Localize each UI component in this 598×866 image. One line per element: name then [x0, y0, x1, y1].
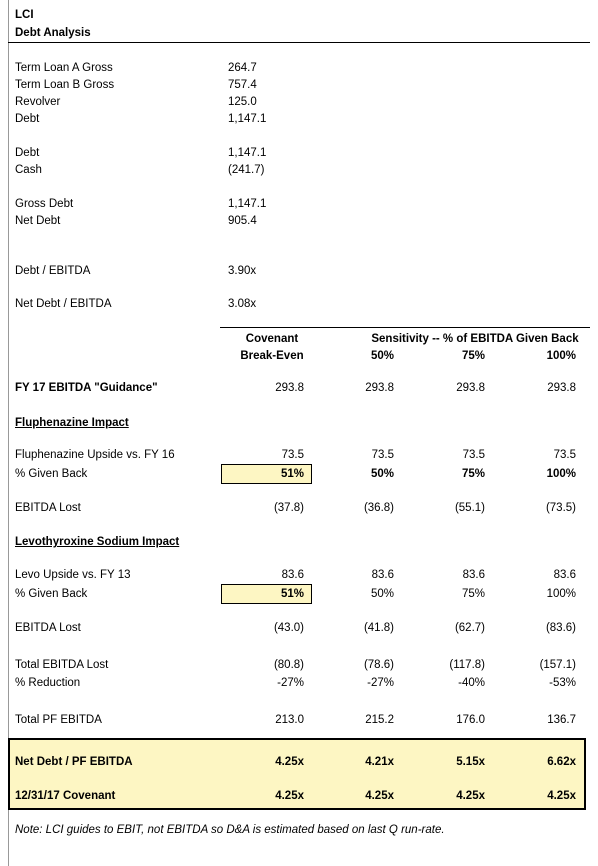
- section-title: Fluphenazine Impact: [15, 417, 129, 429]
- highlight-cell: [221, 584, 312, 604]
- title: Debt Analysis: [15, 27, 91, 39]
- summary-value: 4.25x: [365, 790, 394, 802]
- row-label: Cash: [15, 164, 42, 176]
- cell-value: 75%: [461, 588, 485, 600]
- cell-value: 100%: [546, 468, 576, 480]
- cell-value: 73.5: [553, 449, 576, 461]
- cell-value: (41.8): [363, 622, 394, 634]
- cell-value: 293.8: [456, 382, 485, 394]
- cell-value: 83.6: [371, 569, 394, 581]
- row-label: Total PF EBITDA: [15, 714, 102, 726]
- cell-value: 51%: [280, 468, 304, 480]
- cell-value: 83.6: [281, 569, 304, 581]
- row-label: Fluphenazine Upside vs. FY 16: [15, 449, 175, 461]
- row-value: 264.7: [228, 62, 257, 74]
- cell-value: (55.1): [454, 502, 485, 514]
- row-label: Levo Upside vs. FY 13: [15, 569, 131, 581]
- highlight-cell: [221, 464, 312, 484]
- row-label: Debt: [15, 147, 40, 159]
- cell-value: -27%: [277, 677, 304, 689]
- row-label: Debt: [15, 113, 40, 125]
- column-header: 50%: [370, 350, 394, 362]
- cell-value: (83.6): [545, 622, 576, 634]
- summary-label: Net Debt / PF EBITDA: [15, 756, 133, 768]
- cell-value: (73.5): [545, 502, 576, 514]
- row-label: % Reduction: [15, 677, 81, 689]
- column-header: Covenant: [245, 333, 299, 345]
- summary-value: 4.25x: [456, 790, 485, 802]
- cell-value: 50%: [370, 468, 394, 480]
- cell-value: (37.8): [273, 502, 304, 514]
- row-label: % Given Back: [15, 468, 88, 480]
- cell-value: (80.8): [273, 659, 304, 671]
- row-label: FY 17 EBITDA "Guidance": [15, 382, 158, 394]
- cell-value: 213.0: [275, 714, 304, 726]
- cell-value: (43.0): [273, 622, 304, 634]
- summary-box: [8, 738, 586, 810]
- cell-value: -53%: [549, 677, 576, 689]
- cell-value: -27%: [367, 677, 394, 689]
- cell-value: 293.8: [275, 382, 304, 394]
- cell-value: (36.8): [363, 502, 394, 514]
- column-header: 100%: [546, 350, 576, 362]
- cell-value: 73.5: [281, 449, 304, 461]
- row-value: 1,147.1: [228, 198, 267, 210]
- cell-value: 50%: [370, 588, 394, 600]
- row-value: 125.0: [228, 96, 257, 108]
- row-label: % Given Back: [15, 588, 88, 600]
- cell-value: 73.5: [371, 449, 394, 461]
- cell-value: 75%: [461, 468, 485, 480]
- cell-value: 83.6: [553, 569, 576, 581]
- cell-value: 100%: [546, 588, 576, 600]
- row-value: 905.4: [228, 215, 257, 227]
- cell-value: 73.5: [462, 449, 485, 461]
- summary-value: 5.15x: [456, 756, 485, 768]
- cell-value: 293.8: [365, 382, 394, 394]
- row-label: Term Loan A Gross: [15, 62, 113, 74]
- cell-value: (157.1): [539, 659, 576, 671]
- cell-value: -40%: [458, 677, 485, 689]
- row-label: Net Debt / EBITDA: [15, 298, 112, 310]
- row-value: 757.4: [228, 79, 257, 91]
- company: LCI: [15, 9, 34, 21]
- row-label: Revolver: [15, 96, 61, 108]
- row-label: Net Debt: [15, 215, 61, 227]
- row-label: Gross Debt: [15, 198, 74, 210]
- row-label: Debt / EBITDA: [15, 265, 91, 277]
- title-rule: [8, 42, 590, 43]
- summary-value: 4.25x: [275, 756, 304, 768]
- header-rule: [220, 327, 590, 328]
- column-header: Sensitivity -- % of EBITDA Given Back: [371, 333, 579, 345]
- summary-value: 4.25x: [547, 790, 576, 802]
- cell-value: 176.0: [456, 714, 485, 726]
- cell-value: (62.7): [454, 622, 485, 634]
- row-value: 3.90x: [228, 265, 257, 277]
- cell-value: (117.8): [449, 659, 485, 671]
- summary-value: 4.21x: [365, 756, 394, 768]
- row-value: (241.7): [228, 164, 265, 176]
- row-value: 3.08x: [228, 298, 257, 310]
- summary-value: 4.25x: [275, 790, 304, 802]
- column-header: 75%: [461, 350, 485, 362]
- row-label: EBITDA Lost: [15, 622, 81, 634]
- sheet-border: [8, 0, 9, 866]
- row-value: 1,147.1: [228, 147, 267, 159]
- summary-value: 6.62x: [547, 756, 576, 768]
- row-label: EBITDA Lost: [15, 502, 81, 514]
- section-title: Levothyroxine Sodium Impact: [15, 536, 180, 548]
- summary-label: 12/31/17 Covenant: [15, 790, 116, 802]
- note: Note: LCI guides to EBIT, not EBITDA so …: [15, 824, 445, 836]
- cell-value: 51%: [280, 588, 304, 600]
- row-value: 1,147.1: [228, 113, 267, 125]
- cell-value: (78.6): [363, 659, 394, 671]
- cell-value: 215.2: [365, 714, 394, 726]
- cell-value: 83.6: [462, 569, 485, 581]
- row-label: Term Loan B Gross: [15, 79, 115, 91]
- column-header: Break-Even: [240, 350, 304, 362]
- cell-value: 136.7: [547, 714, 576, 726]
- cell-value: 293.8: [547, 382, 576, 394]
- row-label: Total EBITDA Lost: [15, 659, 109, 671]
